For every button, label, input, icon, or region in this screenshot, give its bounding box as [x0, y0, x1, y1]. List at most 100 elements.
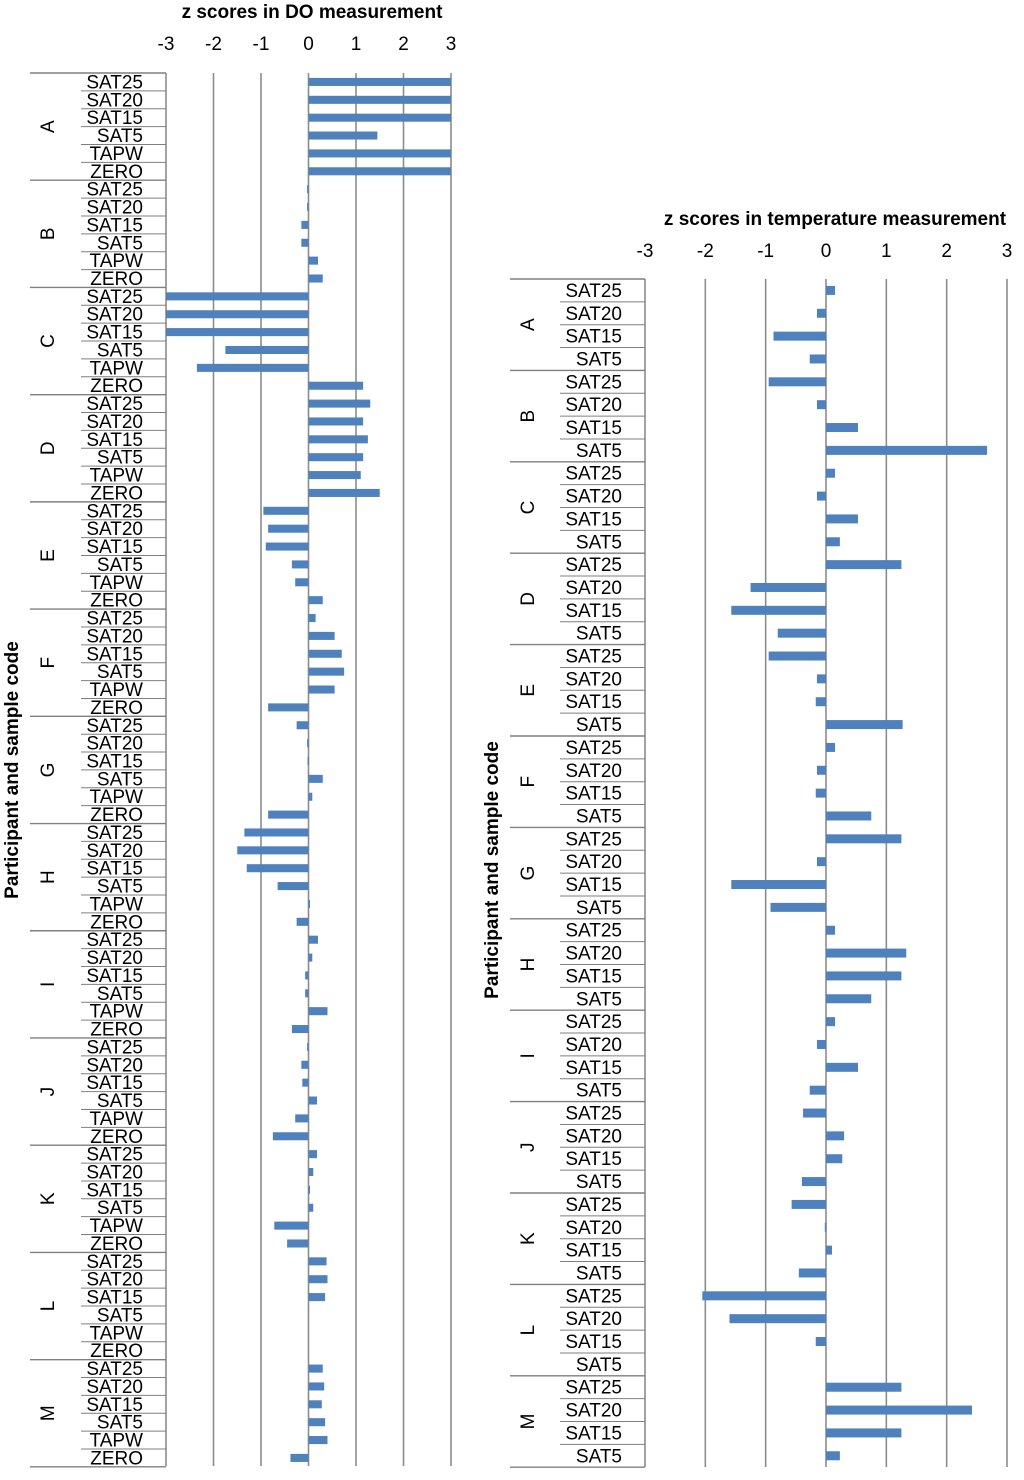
category-label: SAT15	[86, 537, 143, 558]
category-label: SAT25	[565, 1286, 622, 1307]
bar-D-TAPW	[308, 471, 361, 480]
category-label: SAT25	[86, 501, 143, 522]
category-label: SAT5	[97, 555, 143, 576]
category-label: SAT25	[86, 609, 143, 630]
category-label: SAT5	[97, 984, 143, 1005]
x-tick-label: 2	[941, 241, 952, 262]
category-label: SAT15	[565, 1423, 622, 1444]
category-label: TAPW	[90, 573, 144, 594]
category-label: SAT15	[86, 215, 143, 236]
bar-K-SAT20	[308, 1167, 314, 1177]
category-label: SAT20	[86, 734, 143, 755]
category-label: SAT20	[86, 1163, 143, 1184]
group-label: K	[518, 1232, 539, 1245]
category-label: SAT25	[565, 555, 622, 576]
bar-C-TAPW	[196, 363, 309, 372]
x-tick-label: 3	[446, 34, 457, 55]
category-label: SAT5	[576, 441, 622, 462]
group-label: A	[38, 120, 59, 133]
group-label: H	[38, 870, 59, 884]
bar-D-SAT5	[777, 628, 826, 638]
x-tick-label: 3	[1002, 241, 1013, 262]
bar-B-SAT15	[826, 423, 858, 433]
category-label: SAT15	[565, 966, 622, 987]
bar-E-SAT20	[268, 524, 309, 533]
category-label: SAT25	[86, 716, 143, 737]
category-label: TAPW	[90, 1109, 144, 1130]
category-label: SAT20	[565, 761, 622, 782]
x-tick-label: -2	[205, 34, 222, 55]
bar-K-SAT25	[308, 1150, 318, 1159]
bar-B-SAT25	[307, 185, 309, 194]
category-label: TAPW	[90, 680, 144, 701]
bar-G-SAT20	[816, 857, 826, 867]
group-label: F	[38, 657, 59, 669]
category-label: SAT25	[86, 1037, 143, 1058]
bar-I-SAT25	[308, 935, 318, 944]
category-label: TAPW	[90, 1323, 144, 1344]
category-label: SAT15	[565, 418, 622, 439]
bar-J-SAT25	[307, 1042, 309, 1051]
category-label: ZERO	[90, 376, 143, 397]
category-label: SAT25	[565, 921, 622, 942]
bar-K-SAT25	[791, 1199, 826, 1209]
category-label: SAT20	[565, 852, 622, 873]
bar-K-ZERO	[287, 1239, 309, 1248]
bar-L-SAT25	[702, 1291, 826, 1301]
bar-H-ZERO	[296, 917, 309, 926]
category-label: TAPW	[90, 1002, 144, 1023]
category-label: ZERO	[90, 805, 143, 826]
category-label: SAT15	[565, 692, 622, 713]
bar-G-SAT15	[307, 756, 310, 766]
category-label: SAT20	[86, 412, 143, 433]
bar-H-SAT20	[237, 846, 309, 855]
group-label: D	[518, 592, 539, 606]
bar-L-SAT25	[308, 1257, 327, 1266]
category-label: SAT15	[86, 1288, 143, 1309]
category-label: SAT25	[86, 1145, 143, 1166]
bar-M-SAT25	[826, 1382, 902, 1392]
category-label: SAT25	[565, 647, 622, 668]
category-label: TAPW	[90, 1216, 144, 1237]
bar-I-ZERO	[291, 1025, 309, 1034]
bar-B-SAT20	[307, 203, 309, 212]
category-label: SAT20	[86, 1377, 143, 1398]
bar-I-SAT15	[826, 1062, 858, 1072]
bar-I-SAT5	[305, 989, 309, 998]
bar-H-SAT15	[826, 971, 902, 981]
category-label: SAT20	[565, 304, 622, 325]
bar-M-SAT5	[308, 1418, 326, 1427]
bar-C-SAT15	[826, 514, 858, 524]
bar-B-SAT5	[301, 238, 309, 247]
bar-B-SAT5	[826, 445, 988, 455]
bar-B-SAT20	[816, 400, 826, 410]
category-label: SAT20	[86, 198, 143, 219]
x-tick-label: 1	[351, 34, 362, 55]
x-tick-label: 1	[881, 241, 892, 262]
group-label: M	[38, 1405, 59, 1421]
bar-C-SAT25	[826, 468, 836, 478]
bar-M-SAT20	[826, 1405, 973, 1415]
category-label: TAPW	[90, 787, 144, 808]
bar-E-SAT25	[263, 506, 309, 515]
x-tick-label: -3	[637, 241, 654, 262]
bar-D-SAT5	[308, 453, 364, 462]
bar-H-SAT5	[826, 994, 872, 1004]
category-label: SAT25	[565, 1012, 622, 1033]
x-tick-label: 0	[821, 241, 832, 262]
bar-H-TAPW	[308, 899, 310, 908]
bar-B-ZERO	[308, 274, 323, 283]
category-label: SAT15	[86, 323, 143, 344]
bar-C-SAT25	[166, 292, 309, 301]
bar-E-SAT20	[816, 674, 826, 684]
bar-G-TAPW	[308, 792, 313, 801]
category-label: SAT5	[97, 1091, 143, 1112]
bar-G-SAT15	[731, 880, 826, 890]
category-label: SAT5	[97, 340, 143, 361]
bar-L-SAT15	[308, 1293, 326, 1302]
category-label: SAT20	[565, 1401, 622, 1422]
category-label: SAT25	[565, 281, 622, 302]
bar-G-SAT5	[770, 902, 826, 912]
category-label: SAT5	[576, 349, 622, 370]
x-tick-label: -1	[253, 34, 270, 55]
